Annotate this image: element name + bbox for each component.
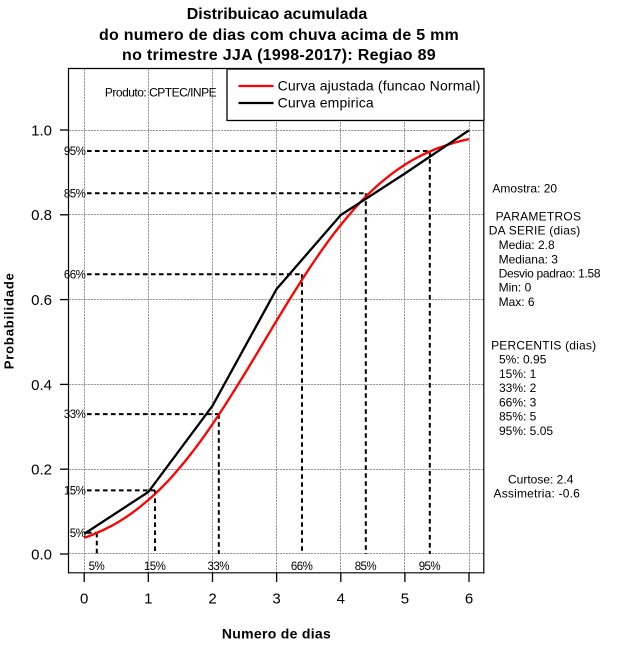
svg-text:33%: 33% [208, 561, 230, 573]
svg-text:95%: 95% [64, 146, 86, 158]
svg-text:Curva ajustada (funcao Normal): Curva ajustada (funcao Normal) [278, 78, 481, 94]
svg-text:0: 0 [80, 590, 88, 607]
svg-text:3: 3 [272, 590, 280, 607]
svg-text:Media: 2.8: Media: 2.8 [499, 238, 555, 252]
svg-text:5: 5 [401, 590, 409, 607]
svg-text:Max: 6: Max: 6 [499, 295, 535, 309]
svg-text:85%: 5: 85%: 5 [499, 410, 537, 424]
svg-text:15%: 15% [144, 561, 166, 573]
svg-text:Numero de dias: Numero de dias [222, 626, 331, 642]
svg-text:5%: 5% [89, 561, 105, 573]
svg-text:15%: 1: 15%: 1 [499, 367, 537, 381]
svg-text:33%: 2: 33%: 2 [499, 381, 537, 395]
svg-text:15%: 15% [64, 486, 86, 498]
svg-text:Amostra: 20: Amostra: 20 [492, 182, 557, 196]
svg-text:no trimestre JJA (1998-2017):: no trimestre JJA (1998-2017): Regiao 89 [122, 47, 436, 64]
svg-text:5%: 5% [70, 528, 86, 540]
svg-text:1: 1 [144, 590, 152, 607]
svg-text:0.6: 0.6 [31, 292, 52, 309]
svg-text:66%: 66% [64, 269, 86, 281]
svg-text:Min: 0: Min: 0 [499, 281, 532, 295]
svg-text:DA SERIE (dias): DA SERIE (dias) [489, 224, 581, 238]
svg-text:1.0: 1.0 [31, 122, 52, 139]
svg-text:66%: 66% [291, 561, 313, 573]
svg-text:4: 4 [337, 590, 345, 607]
svg-text:0.0: 0.0 [31, 546, 52, 563]
svg-text:Assimetria: -0.6: Assimetria: -0.6 [494, 486, 581, 500]
svg-text:do numero de dias com chuva ac: do numero de dias com chuva acima de 5 m… [99, 27, 459, 44]
svg-text:85%: 85% [355, 561, 377, 573]
svg-text:Distribuicao acumulada: Distribuicao acumulada [187, 6, 368, 23]
svg-text:Probabilidade: Probabilidade [2, 272, 17, 369]
svg-text:Mediana: 3: Mediana: 3 [499, 252, 559, 266]
svg-text:PARAMETROS: PARAMETROS [496, 210, 582, 224]
svg-text:95%: 95% [419, 561, 441, 573]
svg-text:85%: 85% [64, 188, 86, 200]
svg-text:6: 6 [465, 590, 473, 607]
svg-text:PERCENTIS (dias): PERCENTIS (dias) [491, 339, 596, 353]
svg-text:Desvio padrao: 1.58: Desvio padrao: 1.58 [499, 267, 601, 281]
svg-text:0.8: 0.8 [31, 207, 52, 224]
svg-text:33%: 33% [64, 409, 86, 421]
svg-text:Curtose: 2.4: Curtose: 2.4 [508, 473, 574, 487]
svg-text:2: 2 [208, 590, 216, 607]
svg-text:Produto: CPTEC/INPE: Produto: CPTEC/INPE [105, 86, 217, 100]
svg-text:0.4: 0.4 [31, 377, 52, 394]
svg-text:66%: 3: 66%: 3 [499, 395, 537, 409]
svg-text:Curva empirica: Curva empirica [278, 95, 374, 111]
svg-text:5%: 0.95: 5%: 0.95 [499, 353, 547, 367]
svg-text:95%: 5.05: 95%: 5.05 [499, 424, 553, 438]
svg-text:0.2: 0.2 [31, 462, 52, 479]
